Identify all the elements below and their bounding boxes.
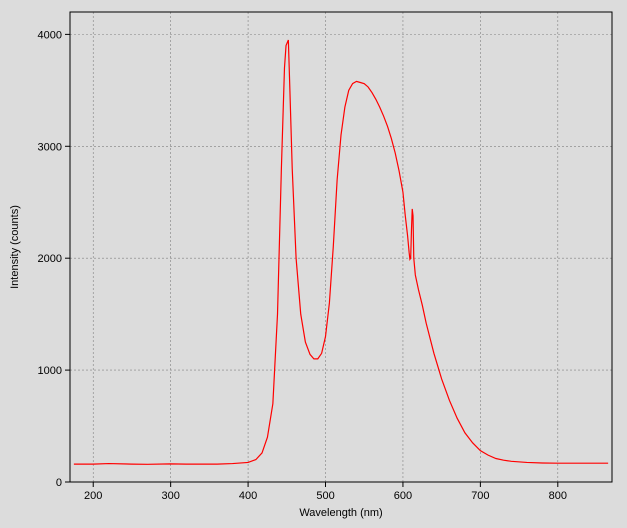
y-tick-label: 1000 [38,365,62,377]
spectrum-chart: 200 300 400 500 600 700 800 0 1000 2000 3000 4000 Wa… [0,0,627,528]
y-tick-label: 2000 [38,253,62,265]
x-tick-label: 400 [239,490,257,502]
x-tick-label: 600 [394,490,412,502]
x-tick-label: 200 [84,490,102,502]
y-axis-label: Intensity (counts) [9,205,21,289]
x-tick-label: 500 [316,490,334,502]
x-tick-label: 700 [471,490,489,502]
y-tick-label: 3000 [38,141,62,153]
x-axis-label: Wavelength (nm) [299,507,382,519]
y-tick-label: 0 [56,477,62,489]
y-tick-label: 4000 [38,29,62,41]
x-tick-label: 800 [549,490,567,502]
x-tick-label: 300 [161,490,179,502]
